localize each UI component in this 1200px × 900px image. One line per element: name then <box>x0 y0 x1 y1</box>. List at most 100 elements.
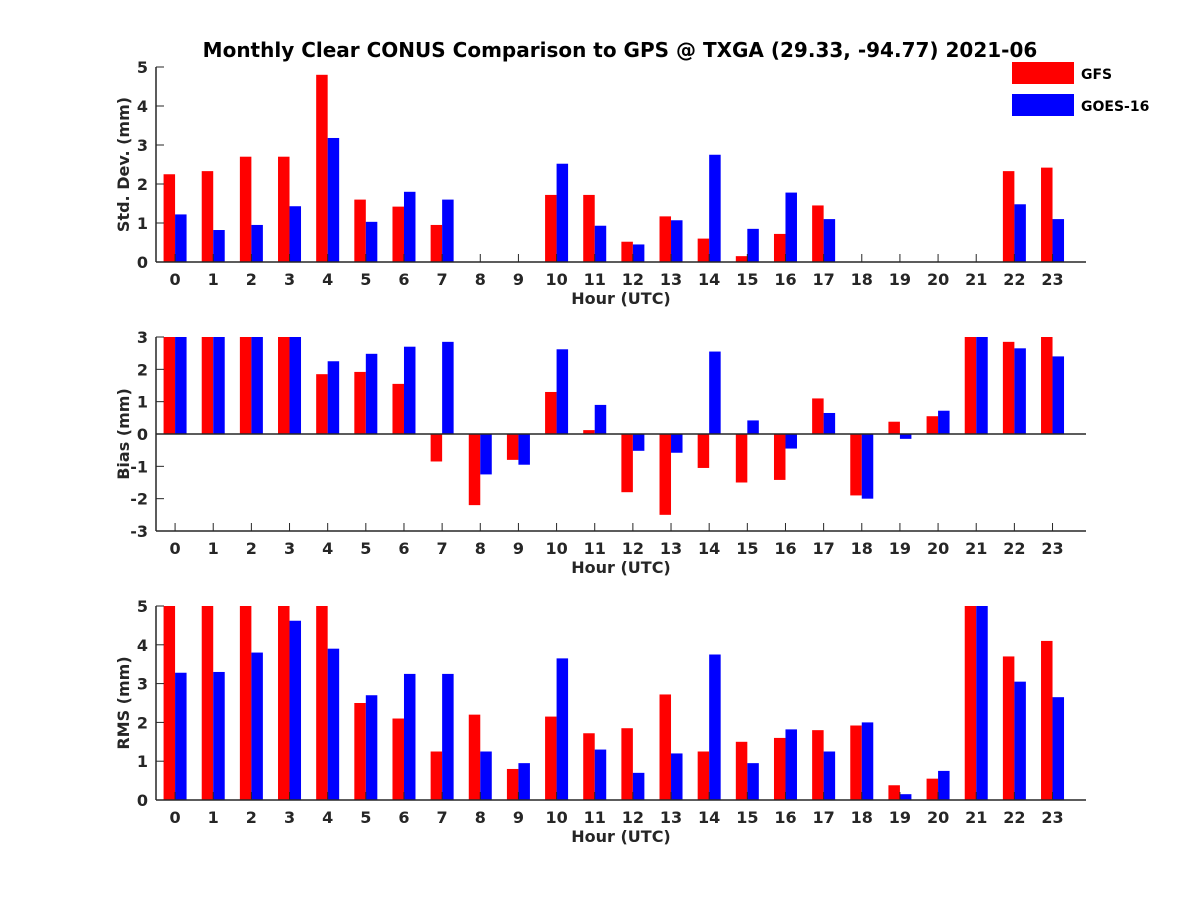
std-dev-bar-goes16-hour-2 <box>251 224 263 262</box>
bias-x-tick-label: 14 <box>698 539 720 558</box>
std-dev-y-tick-label: 0 <box>137 253 148 272</box>
rms-x-tick-label: 16 <box>774 808 796 827</box>
bias-x-tick-label: 21 <box>965 539 987 558</box>
std-dev-bar-gfs-hour-3 <box>278 156 290 262</box>
std-dev-bar-gfs-hour-2 <box>239 156 252 262</box>
std-dev-y-tick-label: 5 <box>137 58 148 77</box>
std-dev-x-tick-label: 23 <box>1041 270 1063 289</box>
rms-bar-goes16-hour-14 <box>709 654 721 800</box>
std-dev-x-tick-label: 15 <box>736 270 758 289</box>
bias-bar-gfs-hour-3 <box>278 337 290 434</box>
bias-x-tick-label: 8 <box>475 539 486 558</box>
bias-bar-gfs-hour-15 <box>735 434 748 483</box>
rms-bar-goes16-hour-10 <box>556 658 569 800</box>
bias-bar-goes16-hour-3 <box>289 337 302 434</box>
std-dev-bar-goes16-hour-6 <box>403 191 416 262</box>
std-dev-x-tick-label: 7 <box>437 270 448 289</box>
std-dev-bar-goes16-hour-16 <box>785 192 797 262</box>
bias-bar-gfs-hour-20 <box>926 416 939 434</box>
std-dev-bar-gfs-hour-14 <box>697 238 710 262</box>
std-dev-bar-goes16-hour-17 <box>823 219 836 262</box>
std-dev-bar-goes16-hour-1 <box>213 230 225 262</box>
rms-y-tick-label: 3 <box>137 675 148 694</box>
rms-x-tick-label: 23 <box>1041 808 1063 827</box>
bias-bar-gfs-hour-23 <box>1041 337 1053 434</box>
rms-bar-gfs-hour-19 <box>888 785 900 800</box>
std-dev-x-tick-label: 13 <box>660 270 682 289</box>
bias-bar-gfs-hour-13 <box>659 434 672 515</box>
bias-bar-goes16-hour-17 <box>823 412 836 434</box>
rms-bar-goes16-hour-20 <box>938 770 950 800</box>
bias-x-tick-label: 22 <box>1003 539 1025 558</box>
rms-bar-gfs-hour-20 <box>926 778 939 800</box>
bias-bar-goes16-hour-19 <box>899 434 912 439</box>
bias-bar-gfs-hour-18 <box>850 434 862 496</box>
std-dev-bar-goes16-hour-3 <box>289 206 302 262</box>
bias-bar-goes16-hour-22 <box>1014 348 1026 434</box>
bias-bar-goes16-hour-15 <box>747 420 759 434</box>
rms-y-tick-label: 4 <box>137 636 148 655</box>
bias-x-tick-label: 20 <box>927 539 949 558</box>
rms-bar-gfs-hour-6 <box>392 718 404 800</box>
bias-x-axis-label: Hour (UTC) <box>571 558 671 577</box>
std-dev-x-tick-label: 10 <box>545 270 567 289</box>
std-dev-bar-goes16-hour-7 <box>442 199 454 262</box>
bias-bar-goes16-hour-1 <box>213 337 225 434</box>
std-dev-y-axis-label: Std. Dev. (mm) <box>114 97 133 232</box>
rms-x-tick-label: 15 <box>736 808 758 827</box>
bias-bar-goes16-hour-23 <box>1052 356 1065 434</box>
rms-bar-goes16-hour-18 <box>861 722 874 800</box>
bias-y-tick-label: -1 <box>130 457 148 476</box>
std-dev-bar-gfs-hour-7 <box>430 224 443 262</box>
std-dev-bar-gfs-hour-22 <box>1002 171 1015 262</box>
bias-bar-gfs-hour-1 <box>201 337 214 434</box>
std-dev-x-tick-label: 5 <box>360 270 371 289</box>
std-dev-bar-gfs-hour-5 <box>354 199 366 262</box>
bias-y-tick-label: -2 <box>130 490 148 509</box>
rms-y-axis-label: RMS (mm) <box>114 656 133 749</box>
rms-bar-gfs-hour-3 <box>278 606 290 800</box>
bias-x-tick-label: 2 <box>246 539 257 558</box>
rms-bar-goes16-hour-19 <box>899 794 912 800</box>
rms-x-tick-label: 19 <box>889 808 911 827</box>
bias-y-axis-label: Bias (mm) <box>114 388 133 480</box>
bias-bar-goes16-hour-13 <box>671 434 683 453</box>
rms-bar-gfs-hour-10 <box>545 716 557 800</box>
std-dev-bar-goes16-hour-13 <box>671 220 683 262</box>
rms-bar-gfs-hour-22 <box>1002 656 1015 800</box>
rms-x-tick-label: 20 <box>927 808 949 827</box>
bias-bar-goes16-hour-9 <box>518 434 530 465</box>
bias-bar-goes16-hour-14 <box>709 351 721 434</box>
rms-x-tick-label: 6 <box>398 808 409 827</box>
rms-y-tick-label: 1 <box>137 752 148 771</box>
rms-bar-goes16-hour-0 <box>175 672 187 800</box>
std-dev-bar-goes16-hour-4 <box>327 137 340 262</box>
chart-title: Monthly Clear CONUS Comparison to GPS @ … <box>203 38 1038 62</box>
std-dev-bar-goes16-hour-22 <box>1014 204 1026 262</box>
bias-x-tick-label: 16 <box>774 539 796 558</box>
rms-y-tick-label: 0 <box>137 791 148 810</box>
bias-bar-gfs-hour-9 <box>506 434 519 460</box>
bias-bar-goes16-hour-6 <box>403 346 416 434</box>
rms-bar-gfs-hour-4 <box>316 606 328 800</box>
bias-x-tick-label: 18 <box>851 539 873 558</box>
rms-bar-gfs-hour-17 <box>812 730 824 800</box>
rms-bar-goes16-hour-22 <box>1014 681 1026 800</box>
rms-bar-goes16-hour-15 <box>747 763 759 800</box>
bias-x-tick-label: 3 <box>284 539 295 558</box>
std-dev-bar-gfs-hour-16 <box>773 233 786 262</box>
std-dev-y-tick-label: 2 <box>137 175 148 194</box>
bias-bar-goes16-hour-16 <box>785 434 797 449</box>
std-dev-x-tick-label: 9 <box>513 270 524 289</box>
rms-x-axis-label: Hour (UTC) <box>571 827 671 846</box>
bias-bar-goes16-hour-7 <box>442 341 454 434</box>
rms-y-tick-label: 5 <box>137 597 148 616</box>
rms-bar-goes16-hour-4 <box>327 648 340 800</box>
bias-bar-gfs-hour-11 <box>583 430 595 434</box>
legend: GFS GOES-16 <box>1012 62 1149 116</box>
rms-bar-gfs-hour-16 <box>773 737 786 800</box>
std-dev-bar-goes16-hour-14 <box>709 154 721 262</box>
bias-x-tick-label: 12 <box>622 539 644 558</box>
bias-bar-goes16-hour-2 <box>251 337 263 434</box>
